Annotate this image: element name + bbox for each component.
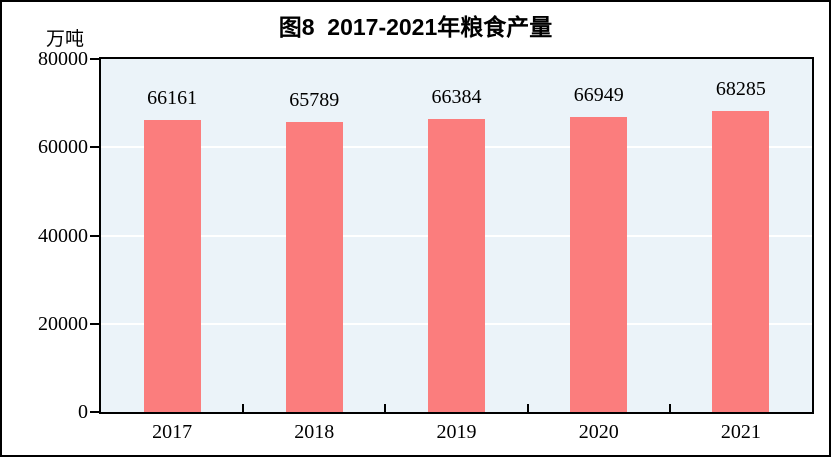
bar-value-label: 66949 <box>573 83 624 106</box>
x-tick-mark <box>242 404 245 412</box>
x-tick-label: 2017 <box>152 421 193 443</box>
chart-title: 图8 2017-2021年粮食产量 <box>278 14 553 40</box>
bar <box>143 120 201 412</box>
bar-value-label: 66161 <box>147 87 198 110</box>
y-tick-mark <box>90 146 99 149</box>
bar-value-label: 65789 <box>289 88 340 111</box>
bar <box>428 119 485 412</box>
x-tick-label: 2018 <box>294 421 335 443</box>
bar <box>570 116 628 412</box>
bar-value-label: 68285 <box>715 77 766 100</box>
bar <box>712 110 770 412</box>
y-tick-label: 0 <box>78 401 88 423</box>
y-tick-label: 60000 <box>38 136 88 159</box>
y-tick-label: 80000 <box>38 48 88 70</box>
x-tick-label: 2019 <box>436 421 477 443</box>
x-tick-label: 2021 <box>720 421 761 443</box>
x-tick-mark <box>384 404 387 412</box>
x-tick-mark <box>526 404 529 412</box>
y-tick-mark <box>90 58 99 60</box>
y-axis-unit-label: 万吨 <box>45 29 84 50</box>
y-tick-label: 40000 <box>38 224 88 247</box>
bar-value-label: 66384 <box>431 86 482 109</box>
y-tick-mark <box>90 322 99 325</box>
plot-area: 66161 65789 66384 66949 68285 <box>99 57 814 414</box>
bar <box>285 121 343 412</box>
y-tick-mark <box>90 234 99 237</box>
y-tick-mark <box>90 411 99 413</box>
x-tick-label: 2020 <box>578 421 619 443</box>
x-tick-mark <box>668 404 671 412</box>
y-tick-label: 20000 <box>38 312 88 335</box>
